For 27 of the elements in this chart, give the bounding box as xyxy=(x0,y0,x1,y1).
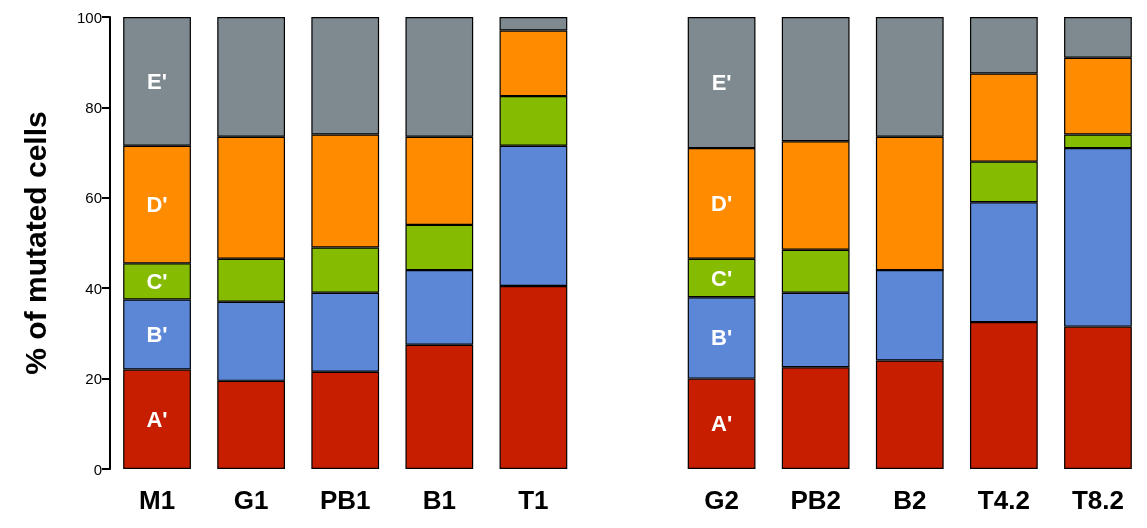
series-label: D' xyxy=(711,190,733,216)
text: D' xyxy=(146,192,168,218)
y-tick-label: 20 xyxy=(85,370,102,388)
x-tick-label: T8.2 xyxy=(1071,485,1124,515)
y-tick-label: 0 xyxy=(93,460,102,478)
x-tick-label: PB2 xyxy=(790,485,841,515)
series-label: C' xyxy=(146,268,168,294)
text: E' xyxy=(147,68,167,94)
y-tick-label: 60 xyxy=(85,189,102,207)
series-label: E' xyxy=(711,70,732,96)
y-tick-label: 40 xyxy=(85,279,102,297)
x-tick-label: M1 xyxy=(138,485,176,515)
y-tick-label: 100 xyxy=(76,8,102,26)
y-tick-label: 80 xyxy=(85,98,102,116)
x-tick-label: T1 xyxy=(518,485,549,515)
x-tick-label: PB1 xyxy=(319,485,371,515)
text: B' xyxy=(711,325,733,351)
series-label: B' xyxy=(146,322,168,348)
series-label: A' xyxy=(711,411,733,437)
y-axis-title: % of mutated cells xyxy=(18,111,52,375)
x-tick-label: T4.2 xyxy=(977,485,1030,515)
text: C' xyxy=(711,265,733,291)
text: A' xyxy=(146,406,168,432)
x-tick-label: G2 xyxy=(704,485,739,515)
x-tick-label: G1 xyxy=(233,485,269,515)
x-tick-label: B2 xyxy=(893,485,927,515)
x-tick-label: B1 xyxy=(422,485,456,515)
